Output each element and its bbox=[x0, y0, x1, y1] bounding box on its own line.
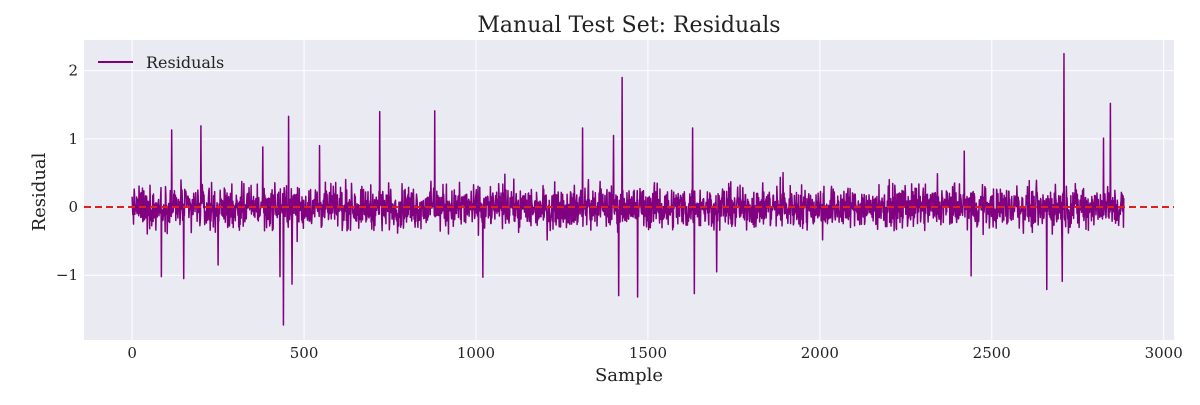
x-tick-label: 2000 bbox=[801, 344, 839, 362]
series-residuals bbox=[131, 52, 1125, 326]
y-tick-label: 0 bbox=[68, 198, 78, 216]
x-tick-label: 500 bbox=[290, 344, 319, 362]
y-tick-label: −1 bbox=[56, 266, 78, 284]
y-axis-label: Residual bbox=[29, 152, 50, 231]
y-tick-label: 2 bbox=[68, 62, 78, 80]
chart-title: Manual Test Set: Residuals bbox=[477, 13, 780, 38]
x-tick-label: 0 bbox=[127, 344, 137, 362]
legend: Residuals bbox=[98, 53, 224, 72]
tick-labels: 0 500 1000 1500 2000 2500 3000 −1 0 1 2 bbox=[56, 62, 1183, 362]
plot-area bbox=[84, 40, 1174, 340]
x-axis-label: Sample bbox=[595, 365, 663, 386]
y-tick-label: 1 bbox=[68, 130, 78, 148]
x-tick-label: 1500 bbox=[629, 344, 667, 362]
x-tick-label: 2500 bbox=[973, 344, 1011, 362]
x-tick-label: 1000 bbox=[457, 344, 495, 362]
x-tick-label: 3000 bbox=[1145, 344, 1183, 362]
residuals-line bbox=[131, 52, 1125, 326]
legend-label-residuals: Residuals bbox=[146, 53, 224, 72]
